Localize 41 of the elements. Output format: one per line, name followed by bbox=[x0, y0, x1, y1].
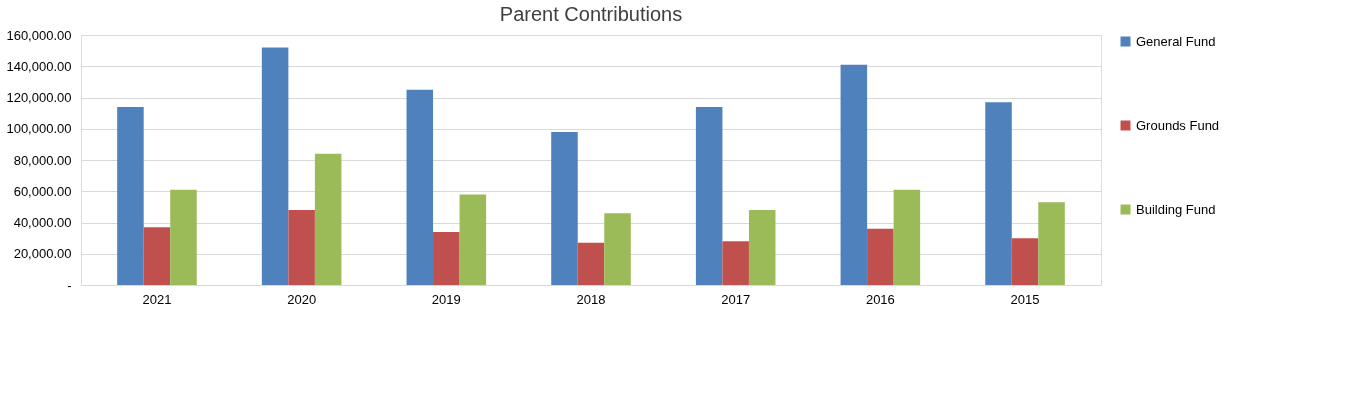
x-tick-label: 2019 bbox=[431, 291, 461, 307]
y-tick-label: 80,000.00 bbox=[13, 152, 72, 168]
bar bbox=[748, 210, 776, 285]
y-tick-label: 100,000.00 bbox=[6, 121, 72, 137]
bar bbox=[406, 89, 434, 285]
legend-label: General Fund bbox=[1136, 33, 1216, 49]
x-tick-label: 2018 bbox=[576, 291, 606, 307]
bar bbox=[551, 131, 578, 285]
bar bbox=[604, 213, 631, 285]
y-tick-label: - bbox=[67, 277, 72, 293]
y-tick-label: 140,000.00 bbox=[6, 58, 72, 74]
y-tick-label: 40,000.00 bbox=[13, 215, 72, 230]
bar bbox=[722, 241, 749, 285]
bar bbox=[840, 64, 868, 285]
bar bbox=[261, 47, 289, 285]
bar bbox=[1011, 238, 1039, 285]
bar bbox=[170, 189, 197, 285]
x-tick-label: 2020 bbox=[287, 291, 317, 307]
bar bbox=[433, 231, 460, 285]
bar bbox=[117, 106, 144, 285]
bar bbox=[893, 189, 921, 285]
bar bbox=[985, 102, 1012, 285]
bar bbox=[143, 227, 171, 285]
bar bbox=[288, 210, 315, 285]
bar bbox=[577, 242, 605, 285]
bar bbox=[695, 106, 723, 285]
legend-label: Grounds Fund bbox=[1136, 117, 1220, 133]
y-tick-label: 120,000.00 bbox=[6, 90, 72, 105]
bar bbox=[1038, 202, 1065, 285]
x-tick-label: 2021 bbox=[142, 291, 172, 307]
bar bbox=[867, 228, 894, 285]
y-tick-label: 60,000.00 bbox=[13, 183, 72, 199]
bar bbox=[314, 153, 342, 285]
y-tick-label: 160,000.00 bbox=[6, 27, 72, 43]
x-tick-label: 2017 bbox=[721, 291, 751, 307]
bar bbox=[459, 194, 487, 285]
chart-title: Parent Contributions bbox=[499, 3, 683, 25]
x-tick-label: 2016 bbox=[865, 291, 895, 307]
x-tick-label: 2015 bbox=[1010, 291, 1040, 307]
legend-label: Building Fund bbox=[1136, 201, 1216, 217]
y-tick-label: 20,000.00 bbox=[13, 246, 72, 262]
